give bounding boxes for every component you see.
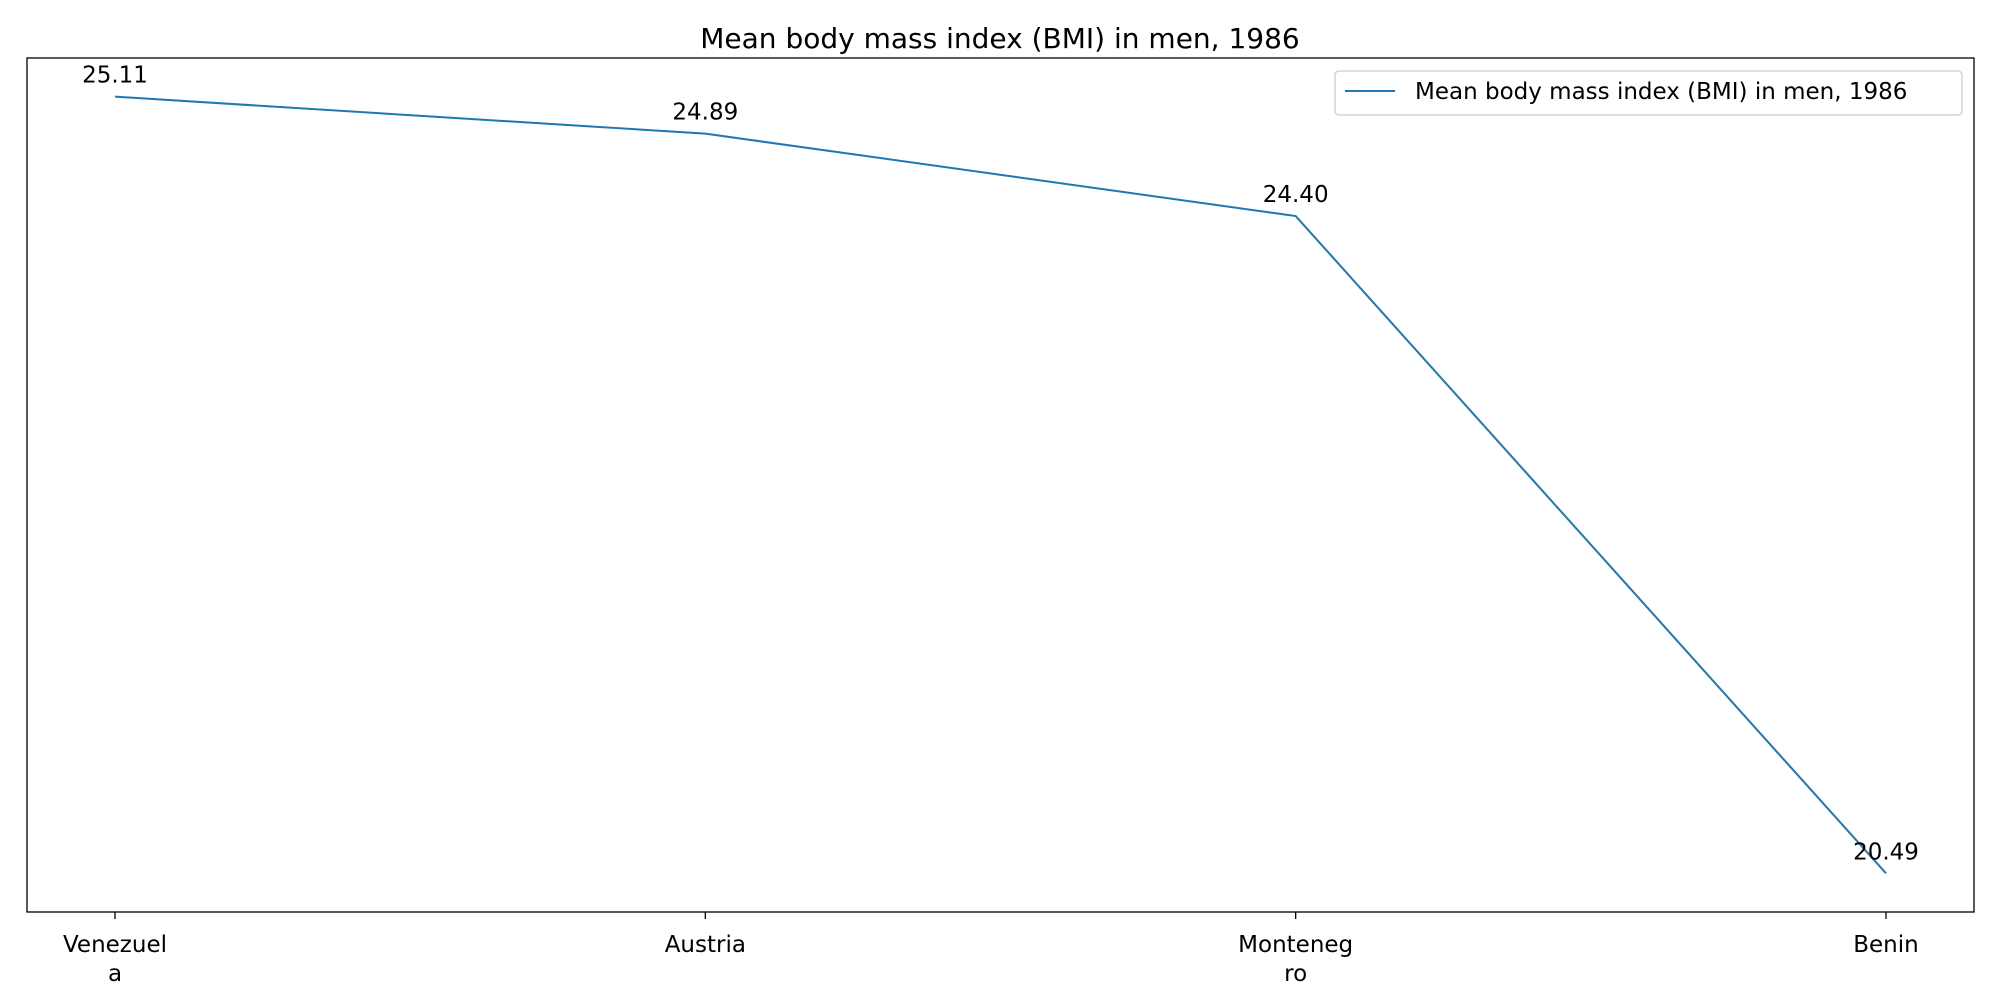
data-label: 20.49 — [1853, 839, 1919, 865]
x-tick-label: Monteneg ro — [1238, 932, 1353, 987]
x-tick-label: Venezuel a — [63, 932, 167, 987]
plot-area-frame — [26, 57, 1975, 913]
x-tick-label: Austria — [665, 932, 746, 958]
legend: Mean body mass index (BMI) in men, 1986 — [1334, 70, 1963, 116]
data-label: 24.40 — [1263, 182, 1329, 208]
x-axis-ticks: Venezuel a Austria Monteneg ro Benin — [63, 912, 1919, 987]
series-line — [114, 95, 1887, 875]
legend-box — [1334, 70, 1963, 116]
data-labels: 25.11 24.89 24.40 20.49 — [82, 63, 1919, 866]
data-label: 24.89 — [672, 100, 738, 126]
series-layer — [114, 95, 1887, 875]
legend-entry-label: Mean body mass index (BMI) in men, 1986 — [1415, 79, 1907, 105]
chart-title: Mean body mass index (BMI) in men, 1986 — [700, 22, 1299, 55]
x-tick-label: Benin — [1853, 932, 1918, 958]
data-label: 25.11 — [82, 63, 148, 89]
